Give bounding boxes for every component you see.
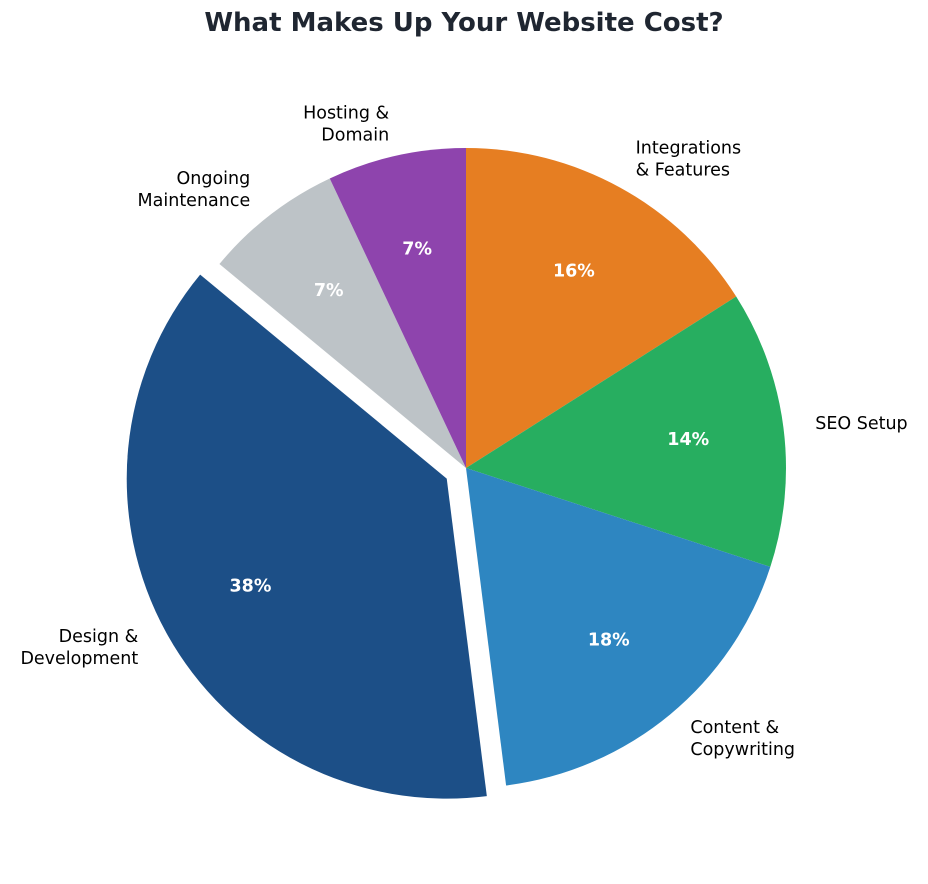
pie-slice-hosting-and-domain	[329, 148, 466, 468]
pct-label-hosting-and-domain: 7%	[402, 239, 432, 259]
pie-slice-design-and-development	[126, 274, 487, 799]
slice-label-seo-setup: SEO Setup	[815, 414, 907, 434]
pie-slice-content-and-copywriting	[466, 468, 771, 786]
pct-label-content-and-copywriting: 18%	[588, 631, 630, 651]
chart-title: What Makes Up Your Website Cost?	[204, 8, 724, 38]
slice-label-content-and-copywriting: Content & Copywriting	[690, 718, 795, 760]
slices-layer	[126, 148, 787, 799]
pct-label-ongoing-maintenance: 7%	[314, 281, 344, 301]
pct-label-design-and-development: 38%	[229, 577, 271, 597]
pct-label-integrations-and-features: 16%	[553, 262, 595, 282]
slice-label-design-and-development: Design & Development	[20, 627, 138, 669]
slice-label-integrations-and-features: Integrations & Features	[636, 139, 742, 181]
slice-label-hosting-and-domain: Hosting & Domain	[303, 103, 389, 145]
pie-slice-integrations-and-features	[466, 148, 737, 468]
slice-label-ongoing-maintenance: Ongoing Maintenance	[138, 169, 251, 211]
pct-label-seo-setup: 14%	[667, 430, 709, 450]
labels-layer: 16% Integrations & Features 14% SEO Setup 18%…	[20, 103, 907, 760]
pie-slice-seo-setup	[466, 296, 787, 567]
pie-slice-ongoing-maintenance	[219, 178, 466, 469]
